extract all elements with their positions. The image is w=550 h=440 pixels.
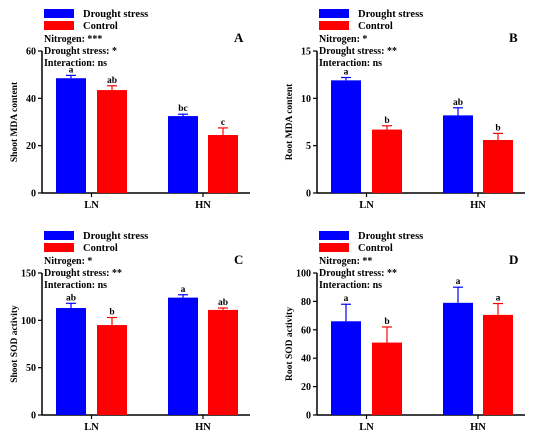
stats-line: Nitrogen: * (319, 34, 367, 45)
legend-label-control: Control (83, 243, 118, 254)
significance-letter: b (109, 307, 114, 317)
stats-line: Interaction: ns (44, 58, 107, 69)
bar-drought-LN (56, 308, 86, 415)
panel-letter: C (234, 252, 243, 267)
significance-letter: ab (66, 293, 76, 303)
y-axis-title: Root MDA content (285, 83, 295, 160)
significance-letter: bc (178, 104, 188, 114)
significance-letter: a (344, 294, 349, 304)
bar-control-LN (97, 90, 127, 193)
significance-letter: a (496, 294, 501, 304)
stats-line: Drought stress: ** (319, 268, 397, 279)
y-tick-label: 20 (26, 141, 36, 152)
bar-drought-LN (56, 78, 86, 193)
bar-control-HN (483, 314, 513, 415)
bar-control-LN (372, 129, 402, 193)
legend-swatch-drought (319, 9, 349, 18)
legend-swatch-control (44, 243, 74, 252)
legend-label-drought: Drought stress (358, 231, 423, 242)
significance-letter: ab (453, 98, 463, 108)
bar-control-HN (208, 309, 238, 415)
panel-letter: B (509, 30, 518, 45)
y-tick-label: 20 (301, 382, 311, 393)
panel-letter: D (509, 252, 518, 267)
y-tick-label: 150 (21, 269, 36, 280)
category-label: LN (84, 422, 99, 433)
category-label: HN (470, 200, 486, 211)
y-tick-label: 100 (21, 316, 36, 327)
y-tick-label: 5 (306, 141, 311, 152)
legend-swatch-control (319, 243, 349, 252)
stats-line: Interaction: ns (319, 58, 382, 69)
bar-control-LN (372, 342, 402, 415)
legend-label-drought: Drought stress (83, 231, 148, 242)
legend-label-control: Control (83, 21, 118, 32)
significance-letter: a (344, 68, 349, 78)
stats-line: Nitrogen: *** (44, 34, 102, 45)
legend-label-drought: Drought stress (358, 9, 423, 20)
y-axis-title: Root SOD activity (285, 307, 295, 381)
bar-drought-HN (168, 116, 198, 193)
category-label: LN (359, 200, 374, 211)
stats-line: Nitrogen: ** (319, 256, 372, 267)
stats-line: Interaction: ns (44, 280, 107, 291)
y-axis-title: Shoot MDA content (10, 81, 20, 162)
stats-line: Drought stress: ** (44, 268, 122, 279)
legend-label-control: Control (358, 21, 393, 32)
y-tick-label: 60 (301, 325, 311, 336)
y-tick-label: 100 (296, 269, 311, 280)
bar-control-HN (208, 135, 238, 193)
y-tick-label: 0 (31, 189, 36, 200)
legend-swatch-control (44, 21, 74, 30)
bar-control-LN (97, 325, 127, 415)
y-tick-label: 40 (26, 94, 36, 105)
y-tick-label: 50 (26, 363, 36, 374)
significance-letter: b (495, 123, 500, 133)
significance-letter: a (181, 285, 186, 295)
category-label: HN (195, 422, 211, 433)
panel-letter: A (234, 30, 244, 45)
category-label: LN (84, 200, 99, 211)
significance-letter: a (456, 277, 461, 287)
category-label: HN (195, 200, 211, 211)
stats-line: Interaction: ns (319, 280, 382, 291)
legend-swatch-drought (319, 231, 349, 240)
significance-letter: c (221, 118, 225, 128)
stats-line: Drought stress: ** (319, 46, 397, 57)
legend-swatch-drought (44, 231, 74, 240)
significance-letter: ab (107, 76, 117, 86)
bar-drought-HN (443, 302, 473, 415)
y-tick-label: 80 (301, 297, 311, 308)
legend-label-control: Control (358, 243, 393, 254)
bar-drought-HN (443, 115, 473, 193)
legend-swatch-control (319, 21, 349, 30)
y-tick-label: 0 (306, 411, 311, 422)
significance-letter: a (69, 65, 74, 75)
bar-drought-LN (331, 80, 361, 193)
category-label: HN (470, 422, 486, 433)
bar-drought-LN (331, 321, 361, 415)
y-tick-label: 0 (31, 411, 36, 422)
stats-line: Nitrogen: * (44, 256, 92, 267)
legend-swatch-drought (44, 9, 74, 18)
stats-line: Drought stress: * (44, 46, 117, 57)
bar-drought-HN (168, 297, 198, 415)
y-tick-label: 0 (306, 189, 311, 200)
y-tick-label: 40 (301, 354, 311, 365)
y-axis-title: Shoot SOD activity (10, 305, 20, 383)
legend-label-drought: Drought stress (83, 9, 148, 20)
bar-control-HN (483, 139, 513, 193)
y-tick-label: 60 (26, 47, 36, 58)
significance-letter: b (384, 116, 389, 126)
category-label: LN (359, 422, 374, 433)
y-tick-label: 10 (301, 94, 311, 105)
significance-letter: b (384, 317, 389, 327)
significance-letter: ab (218, 298, 228, 308)
y-tick-label: 15 (301, 47, 311, 58)
